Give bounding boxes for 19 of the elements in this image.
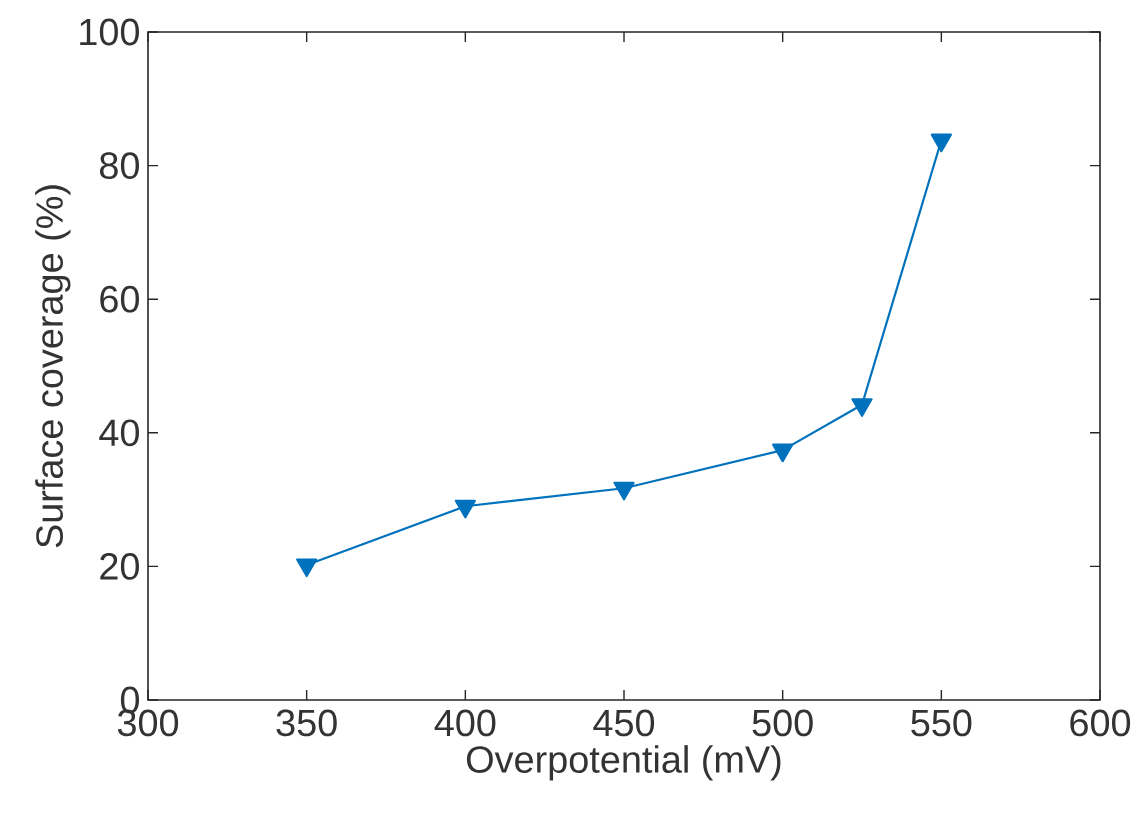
y-tick-label: 60 bbox=[100, 285, 139, 313]
x-tick-label: 450 bbox=[593, 709, 655, 737]
x-tick-label: 400 bbox=[434, 709, 496, 737]
y-tick-label: 20 bbox=[100, 552, 139, 580]
x-tick-label: 500 bbox=[752, 709, 813, 737]
x-tick-label: 600 bbox=[1070, 709, 1131, 737]
x-tick-label: 350 bbox=[276, 709, 337, 737]
y-tick-label: 100 bbox=[80, 18, 139, 46]
x-axis-title: Overpotential (mV) bbox=[466, 745, 781, 781]
point bbox=[613, 481, 635, 501]
point bbox=[296, 558, 318, 578]
y-tick-label: 40 bbox=[99, 419, 139, 447]
y-tick-label: 80 bbox=[100, 152, 139, 179]
point bbox=[772, 443, 794, 463]
x-tick-label: 550 bbox=[911, 709, 972, 737]
point bbox=[454, 499, 476, 519]
point bbox=[930, 133, 952, 153]
y-axis-title: Surface coverage (%) bbox=[35, 185, 71, 548]
point bbox=[851, 398, 873, 417]
